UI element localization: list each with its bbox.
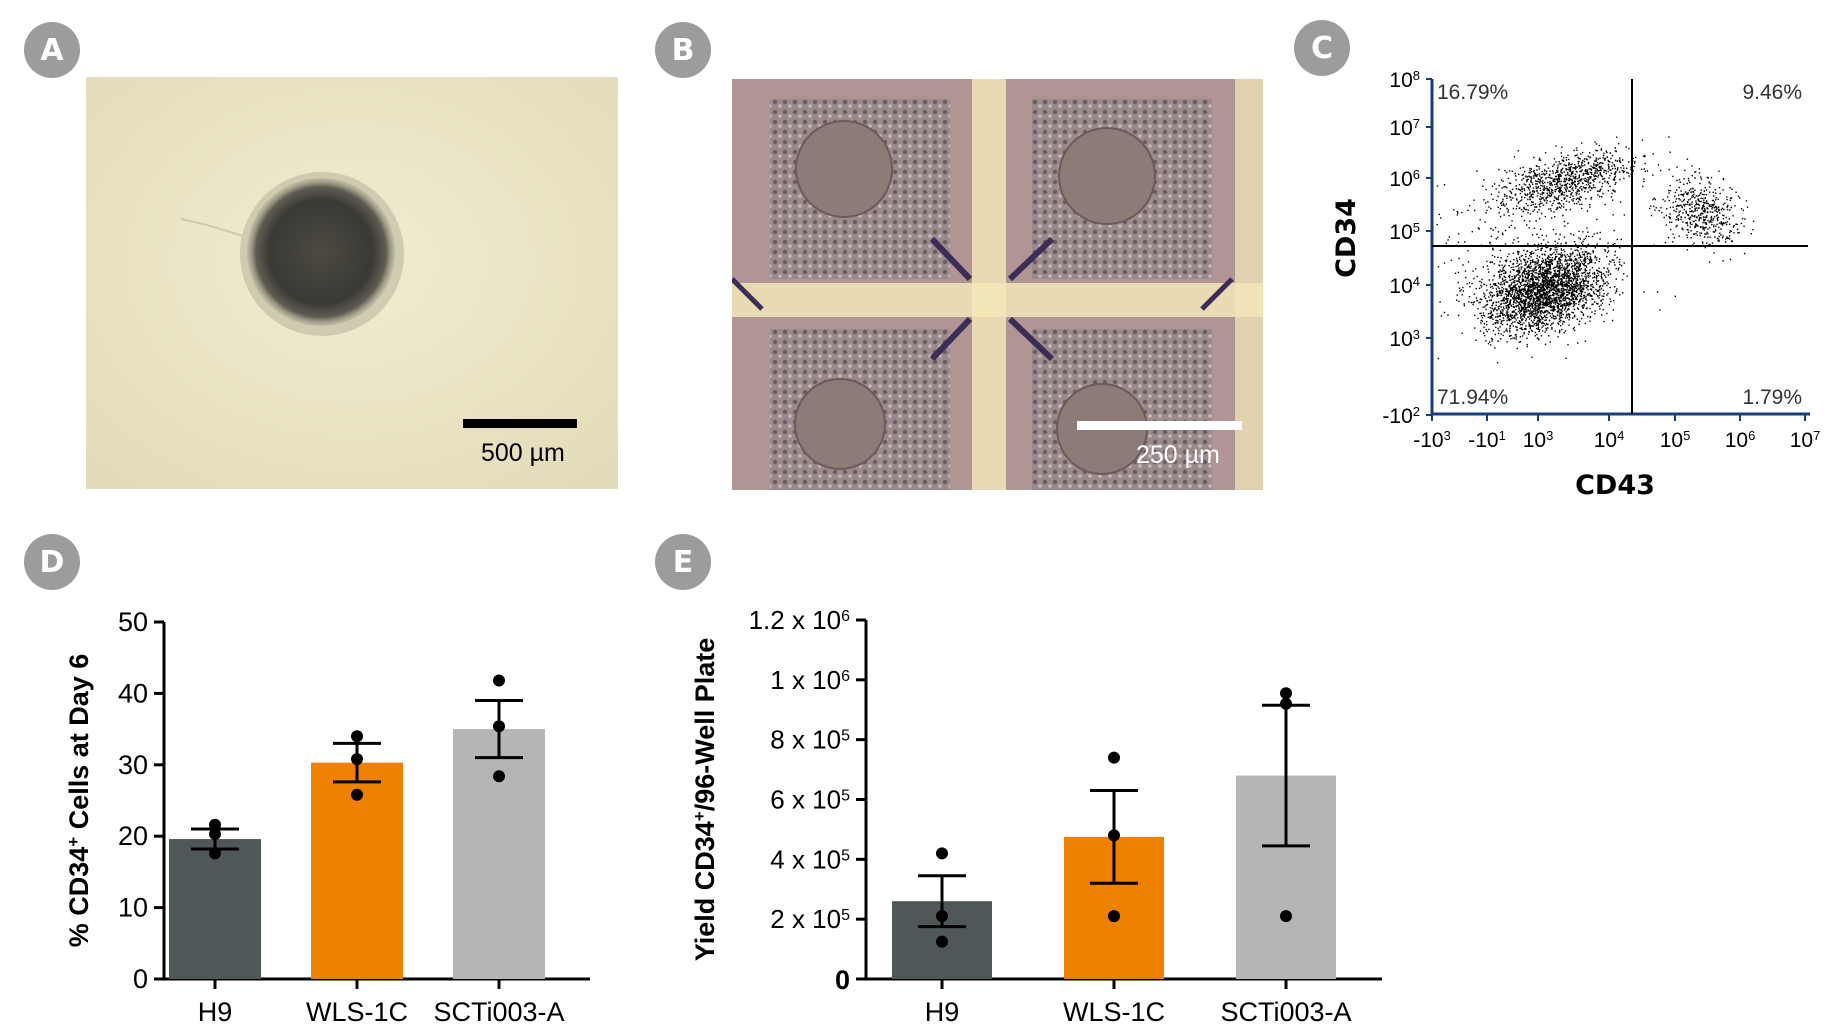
y-axis-label: % CD34+ Cells at Day 6	[64, 654, 95, 948]
data-point	[1280, 687, 1292, 700]
data-point	[493, 674, 505, 687]
data-point	[493, 720, 505, 733]
data-point	[209, 828, 221, 841]
flow-x-tick-label: 105	[1660, 428, 1691, 453]
flow-event-dots	[1436, 136, 1755, 364]
flow-x-tick-label: 103	[1523, 428, 1554, 453]
flow-y-tick-label: 105	[1389, 220, 1420, 245]
y-tick-label: 50	[118, 607, 148, 637]
micrograph-b: 250 µm	[732, 79, 1263, 490]
y-tick-label: 40	[118, 678, 148, 708]
flow-y-tick-label: 107	[1389, 116, 1420, 141]
panel-label-a: A	[24, 22, 80, 78]
data-point	[351, 730, 363, 743]
y-tick-label: 8 x 105	[770, 725, 850, 755]
quadrant-lr-label: 1.79%	[1742, 386, 1802, 409]
scale-bar-b	[1077, 421, 1242, 430]
y-tick-label: 20	[118, 821, 148, 851]
data-point	[351, 753, 363, 766]
y-tick-label: 0	[133, 964, 148, 994]
data-point	[1280, 697, 1292, 710]
flow-y-tick-labels: 108 107 106 105 104 103 -102	[1382, 68, 1432, 429]
flow-x-axis-label: CD43	[1575, 470, 1655, 501]
flow-y-tick-label: 108	[1389, 68, 1420, 93]
flow-y-tick-label: -102	[1382, 404, 1420, 429]
flow-x-tick-label: 104	[1594, 428, 1625, 453]
flow-x-tick-label: 106	[1725, 428, 1756, 453]
flow-y-tick-label: 103	[1389, 327, 1420, 352]
flow-x-tick-label: -101	[1468, 428, 1506, 453]
data-point	[351, 788, 363, 801]
data-point	[1280, 910, 1292, 923]
flow-x-tick-labels: -103 -101 103 104 105 106 107	[1413, 414, 1820, 452]
micrograph-b-image	[732, 79, 1263, 490]
micrograph-a: 500 µm	[86, 77, 618, 489]
panel-label-c: C	[1294, 20, 1350, 76]
flow-x-tick-label: -103	[1413, 428, 1451, 453]
flow-y-tick-label: 106	[1389, 167, 1420, 192]
panel-label-e: E	[655, 534, 711, 590]
data-point	[493, 770, 505, 783]
flow-y-axis-label: CD34	[1331, 198, 1362, 278]
y-tick-label: 2 x 105	[770, 904, 850, 934]
y-tick-label: 4 x 105	[770, 844, 850, 874]
data-point	[936, 847, 948, 860]
data-point	[209, 818, 221, 831]
flow-y-tick-label: 104	[1389, 274, 1420, 299]
bar-h9	[169, 839, 261, 979]
panel-label-d: D	[24, 534, 80, 590]
y-tick-label: 6 x 105	[770, 785, 850, 815]
data-point	[936, 910, 948, 923]
scale-label-b: 250 µm	[1136, 441, 1220, 469]
quadrant-ur-label: 9.46%	[1742, 81, 1802, 104]
quadrant-ll-label: 71.94%	[1437, 386, 1508, 409]
y-tick-label: 1.2 x 106	[749, 605, 851, 635]
y-axis-label: Yield CD34+/96-Well Plate	[690, 638, 721, 962]
x-tick-label: SCTi003-A	[433, 997, 564, 1027]
flow-x-tick-label: 107	[1790, 428, 1821, 453]
micrograph-a-image	[86, 77, 618, 489]
x-tick-label: WLS-1C	[306, 997, 408, 1027]
y-tick-label: 10	[118, 893, 148, 923]
data-point	[1108, 910, 1120, 923]
quadrant-ul-label: 16.79%	[1437, 81, 1508, 104]
y-tick-label: 0	[835, 965, 850, 995]
data-point	[209, 847, 221, 860]
flow-events	[1436, 136, 1755, 364]
data-point	[1108, 829, 1120, 842]
scale-label-a: 500 µm	[481, 439, 565, 467]
x-tick-label: H9	[198, 997, 233, 1027]
scale-bar-a	[463, 419, 577, 428]
panel-label-b: B	[655, 22, 711, 78]
data-point	[936, 935, 948, 948]
x-tick-label: SCTi003-A	[1220, 997, 1351, 1027]
data-point	[1108, 751, 1120, 764]
x-tick-label: WLS-1C	[1063, 997, 1165, 1027]
x-tick-label: H9	[925, 997, 960, 1027]
y-tick-label: 1 x 106	[770, 665, 850, 695]
y-tick-label: 30	[118, 750, 148, 780]
